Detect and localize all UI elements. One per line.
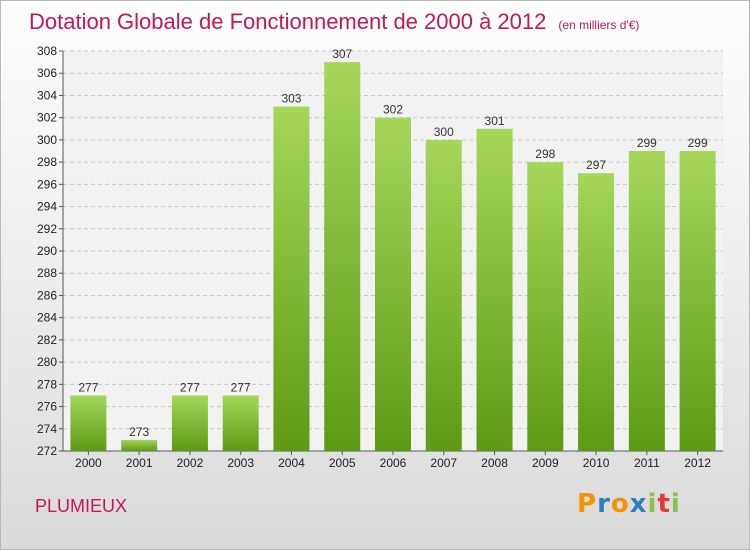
x-tick-label-2005: 2005 (329, 456, 356, 470)
bar-2005 (324, 62, 361, 451)
logo-letter: i (647, 489, 658, 519)
data-label-2003: 277 (231, 380, 251, 394)
commune-name: PLUMIEUX (35, 496, 128, 516)
data-label-2004: 303 (281, 92, 301, 106)
y-tick-label: 284 (37, 311, 57, 325)
logo-letter: i (670, 489, 681, 519)
chart-title: Dotation Globale de Fonctionnement de 20… (29, 9, 639, 35)
logo-letter: r (597, 489, 611, 519)
x-tick-label-2012: 2012 (684, 456, 711, 470)
x-tick-label-2002: 2002 (177, 456, 204, 470)
bar-2008 (476, 128, 513, 451)
logo-letter: x (629, 489, 648, 519)
bar-2011 (628, 151, 665, 451)
y-tick-label: 306 (37, 66, 57, 80)
y-tick-label: 300 (37, 133, 57, 147)
y-tick-label: 280 (37, 355, 57, 369)
data-label-2009: 298 (535, 147, 555, 161)
y-tick-label: 292 (37, 222, 57, 236)
data-label-2012: 299 (688, 136, 708, 150)
data-label-2005: 307 (332, 47, 352, 61)
y-tick-label: 282 (37, 333, 57, 347)
data-label-2001: 273 (129, 425, 149, 439)
x-tick-label-2011: 2011 (634, 456, 660, 470)
logo-letter: t (657, 489, 671, 519)
bar-2004 (273, 106, 310, 452)
bar-2002 (171, 395, 208, 451)
y-tick-label: 290 (37, 244, 57, 258)
y-tick-label: 302 (37, 111, 57, 125)
bar-2006 (375, 117, 411, 452)
data-label-2008: 301 (485, 114, 505, 128)
x-tick-label-2009: 2009 (532, 456, 559, 470)
y-tick-label: 272 (37, 444, 57, 458)
y-tick-label: 288 (37, 266, 57, 280)
y-tick-label: 308 (37, 44, 57, 58)
y-tick-label: 304 (37, 88, 57, 102)
bar-2003 (222, 395, 259, 451)
data-label-2010: 297 (586, 158, 606, 172)
data-label-2007: 300 (434, 125, 454, 139)
unit-note: (en milliers d'€) (558, 18, 640, 32)
bar-2000 (70, 395, 107, 451)
logo-letter: P (577, 489, 598, 519)
x-tick-label-2000: 2000 (75, 456, 102, 470)
y-tick-label: 294 (37, 200, 57, 214)
data-label-2002: 277 (180, 380, 200, 394)
proxiti-logo: Proxiti (577, 489, 681, 519)
logo-letter: o (610, 489, 630, 519)
bar-2009 (527, 162, 564, 451)
y-tick-label: 274 (37, 422, 57, 436)
y-tick-label: 278 (37, 377, 57, 391)
x-tick-label-2001: 2001 (126, 456, 153, 470)
bar-2010 (578, 173, 615, 451)
bar-2001 (121, 439, 158, 451)
x-tick-label-2006: 2006 (380, 456, 407, 470)
x-tick-label-2003: 2003 (227, 456, 254, 470)
title-text: Dotation Globale de Fonctionnement de 20… (29, 9, 547, 34)
y-tick-label: 276 (37, 400, 57, 414)
x-tick-label-2010: 2010 (583, 456, 610, 470)
bar-2012 (679, 151, 716, 451)
data-label-2011: 299 (637, 136, 657, 150)
data-label-2006: 302 (383, 103, 403, 117)
bar-2007 (425, 139, 462, 451)
x-tick-label-2007: 2007 (430, 456, 457, 470)
y-tick-label: 298 (37, 155, 57, 169)
data-label-2000: 277 (78, 380, 98, 394)
x-tick-label-2004: 2004 (278, 456, 305, 470)
y-tick-label: 296 (37, 177, 57, 191)
y-tick-label: 286 (37, 288, 57, 302)
x-tick-label-2008: 2008 (481, 456, 508, 470)
